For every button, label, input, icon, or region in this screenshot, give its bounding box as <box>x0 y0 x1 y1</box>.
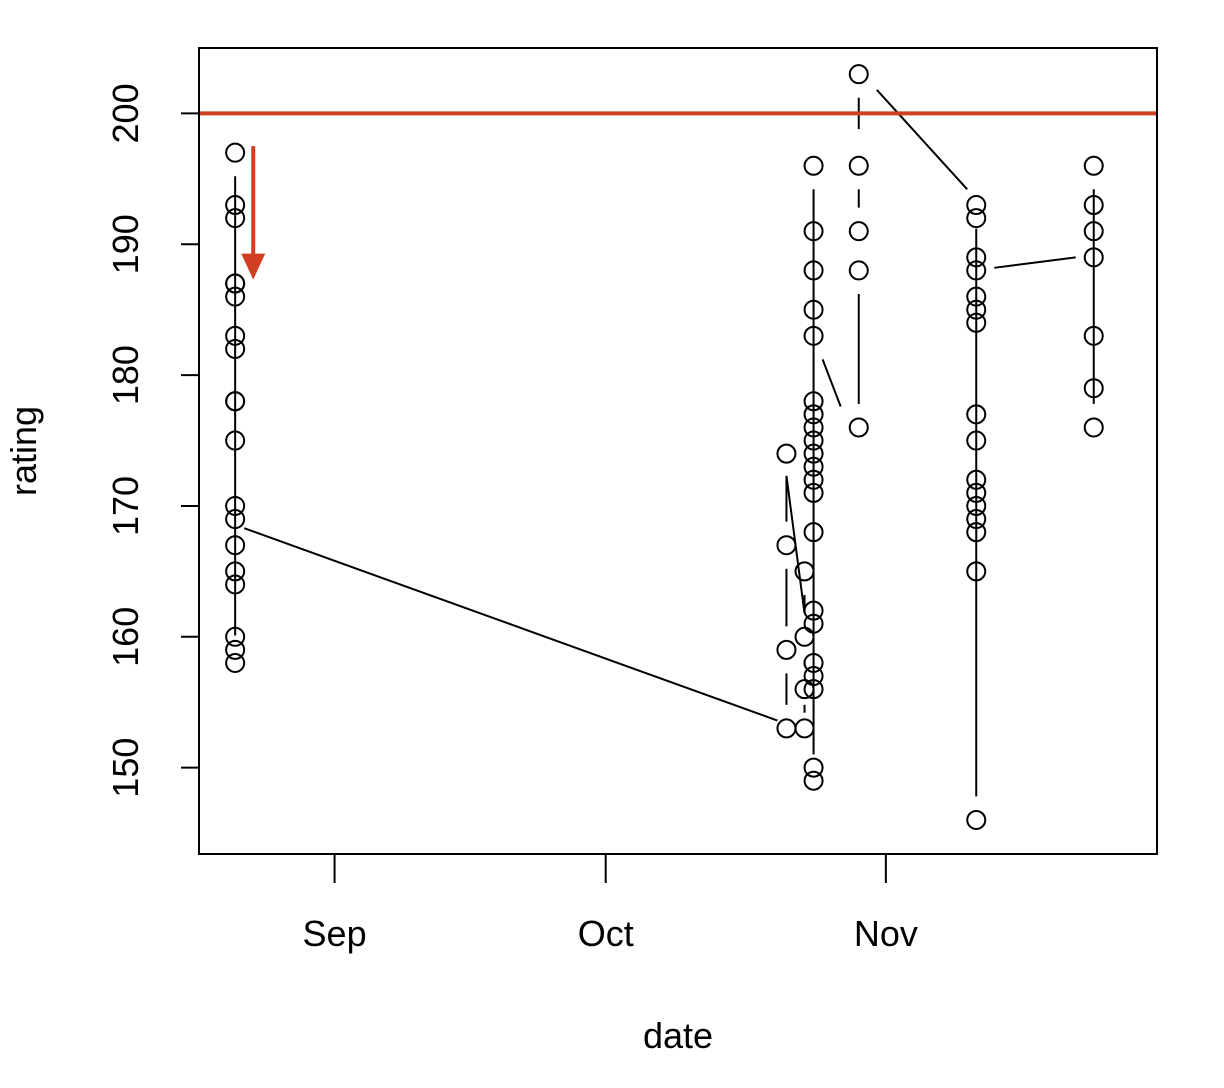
data-point <box>1083 325 1104 346</box>
data-point <box>225 195 246 216</box>
data-point <box>848 155 869 176</box>
data-point <box>803 417 824 438</box>
data-point <box>966 495 987 516</box>
data-point <box>966 522 987 543</box>
data-points <box>225 64 1104 830</box>
x-axis-title: date <box>643 1015 713 1056</box>
connector-line <box>994 256 1076 269</box>
arrow-head <box>241 253 266 280</box>
data-point <box>225 574 246 595</box>
y-tick-label: 200 <box>105 83 146 143</box>
data-point <box>225 430 246 451</box>
down-arrow-annotation <box>241 146 266 280</box>
data-point <box>966 430 987 451</box>
y-tick-label: 190 <box>105 214 146 274</box>
connector-line <box>821 359 842 407</box>
data-point <box>225 391 246 412</box>
data-point <box>1083 221 1104 242</box>
data-point <box>1083 195 1104 216</box>
data-point <box>803 155 824 176</box>
data-point <box>803 456 824 477</box>
data-point <box>803 613 824 634</box>
data-point <box>803 600 824 621</box>
data-point <box>803 757 824 778</box>
x-axis: Sep Oct Nov <box>303 853 918 954</box>
data-point <box>776 718 797 739</box>
data-point <box>776 535 797 556</box>
data-point <box>803 325 824 346</box>
data-point <box>803 666 824 687</box>
plot-frame <box>198 47 1158 855</box>
y-tick-label: 160 <box>105 607 146 667</box>
data-point <box>966 286 987 307</box>
data-point <box>966 469 987 490</box>
y-tick-label: 180 <box>105 345 146 405</box>
data-point <box>794 561 815 582</box>
data-point <box>966 312 987 333</box>
data-point <box>966 195 987 216</box>
x-tick-label: Oct <box>578 913 634 954</box>
connector-line <box>876 89 968 190</box>
data-point <box>776 443 797 464</box>
data-point <box>803 299 824 320</box>
data-point <box>225 495 246 516</box>
data-point <box>848 64 869 85</box>
data-point <box>848 221 869 242</box>
data-point <box>803 679 824 700</box>
data-point <box>803 770 824 791</box>
data-point <box>225 626 246 647</box>
data-point <box>225 142 246 163</box>
x-tick-label: Nov <box>854 913 918 954</box>
series-lines <box>234 89 1095 797</box>
data-point <box>966 509 987 530</box>
connector-line <box>243 527 778 722</box>
y-tick-label: 170 <box>105 476 146 536</box>
data-point <box>803 522 824 543</box>
data-point <box>803 404 824 425</box>
data-point <box>803 482 824 503</box>
data-point <box>966 299 987 320</box>
y-tick-label: 150 <box>105 738 146 798</box>
data-point <box>794 718 815 739</box>
data-point <box>803 260 824 281</box>
data-point <box>225 273 246 294</box>
data-point <box>225 208 246 229</box>
data-point <box>225 286 246 307</box>
data-point <box>966 247 987 268</box>
data-point <box>966 809 987 830</box>
data-point <box>225 535 246 556</box>
x-tick-label: Sep <box>303 913 367 954</box>
data-point <box>225 639 246 660</box>
data-point <box>966 561 987 582</box>
data-point <box>966 482 987 503</box>
data-point <box>225 509 246 530</box>
data-point <box>803 391 824 412</box>
data-point <box>803 430 824 451</box>
y-axis-title: rating <box>3 406 44 496</box>
data-point <box>1083 155 1104 176</box>
data-point <box>794 626 815 647</box>
data-point <box>776 639 797 660</box>
data-point <box>966 260 987 281</box>
data-point <box>803 443 824 464</box>
data-point <box>966 404 987 425</box>
data-point <box>1083 247 1104 268</box>
data-point <box>225 325 246 346</box>
data-point <box>1083 378 1104 399</box>
data-point <box>1083 417 1104 438</box>
data-point <box>803 221 824 242</box>
data-point <box>225 561 246 582</box>
data-point <box>848 417 869 438</box>
data-point <box>803 652 824 673</box>
data-point <box>225 338 246 359</box>
data-point <box>225 652 246 673</box>
data-point <box>848 260 869 281</box>
data-point <box>966 208 987 229</box>
data-point <box>803 469 824 490</box>
y-axis: 150 160 170 180 190 200 <box>105 83 200 798</box>
